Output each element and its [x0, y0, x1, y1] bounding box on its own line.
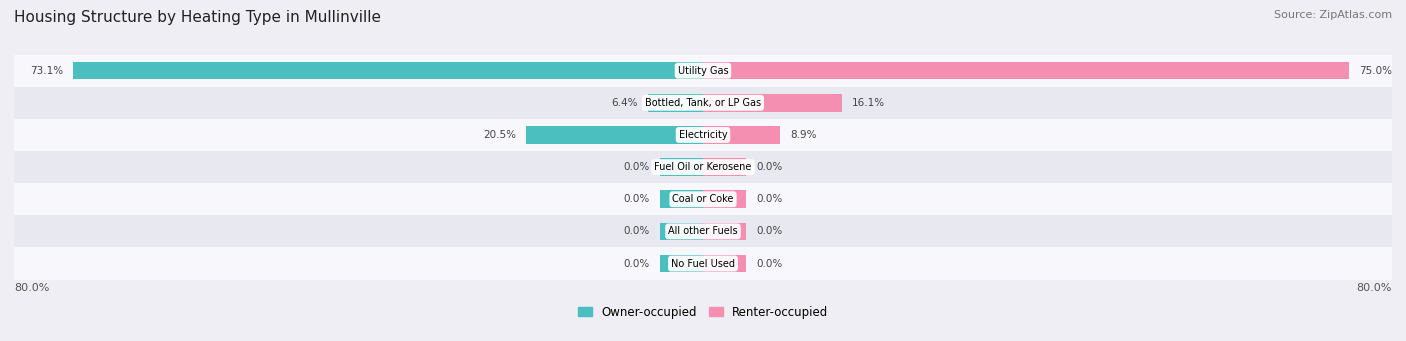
Text: 80.0%: 80.0%: [14, 283, 49, 293]
Text: 16.1%: 16.1%: [852, 98, 886, 108]
Bar: [526, 126, 703, 144]
Bar: [14, 87, 1392, 119]
Bar: [703, 223, 747, 240]
Text: 0.0%: 0.0%: [623, 258, 650, 269]
Bar: [703, 62, 1348, 79]
Bar: [14, 55, 1392, 87]
Text: 0.0%: 0.0%: [756, 226, 783, 236]
Text: 0.0%: 0.0%: [756, 194, 783, 204]
Text: 8.9%: 8.9%: [790, 130, 817, 140]
Text: 0.0%: 0.0%: [756, 258, 783, 269]
Text: Electricity: Electricity: [679, 130, 727, 140]
Text: 20.5%: 20.5%: [484, 130, 516, 140]
Bar: [659, 158, 703, 176]
Text: Utility Gas: Utility Gas: [678, 65, 728, 76]
Bar: [703, 126, 780, 144]
Legend: Owner-occupied, Renter-occupied: Owner-occupied, Renter-occupied: [572, 301, 834, 323]
Text: 6.4%: 6.4%: [612, 98, 637, 108]
Bar: [703, 255, 747, 272]
Text: All other Fuels: All other Fuels: [668, 226, 738, 236]
Bar: [659, 223, 703, 240]
Text: Housing Structure by Heating Type in Mullinville: Housing Structure by Heating Type in Mul…: [14, 10, 381, 25]
Bar: [14, 183, 1392, 215]
Bar: [14, 248, 1392, 280]
Bar: [14, 119, 1392, 151]
Text: Bottled, Tank, or LP Gas: Bottled, Tank, or LP Gas: [645, 98, 761, 108]
Text: Source: ZipAtlas.com: Source: ZipAtlas.com: [1274, 10, 1392, 20]
Text: 0.0%: 0.0%: [623, 162, 650, 172]
Text: Coal or Coke: Coal or Coke: [672, 194, 734, 204]
Bar: [703, 158, 747, 176]
Text: 0.0%: 0.0%: [623, 194, 650, 204]
Bar: [73, 62, 703, 79]
Bar: [14, 151, 1392, 183]
Text: 0.0%: 0.0%: [623, 226, 650, 236]
Bar: [648, 94, 703, 112]
Text: 0.0%: 0.0%: [756, 162, 783, 172]
Bar: [703, 94, 842, 112]
Text: Fuel Oil or Kerosene: Fuel Oil or Kerosene: [654, 162, 752, 172]
Bar: [14, 215, 1392, 248]
Text: No Fuel Used: No Fuel Used: [671, 258, 735, 269]
Text: 80.0%: 80.0%: [1357, 283, 1392, 293]
Bar: [659, 190, 703, 208]
Text: 75.0%: 75.0%: [1360, 65, 1392, 76]
Bar: [703, 190, 747, 208]
Text: 73.1%: 73.1%: [30, 65, 63, 76]
Bar: [659, 255, 703, 272]
